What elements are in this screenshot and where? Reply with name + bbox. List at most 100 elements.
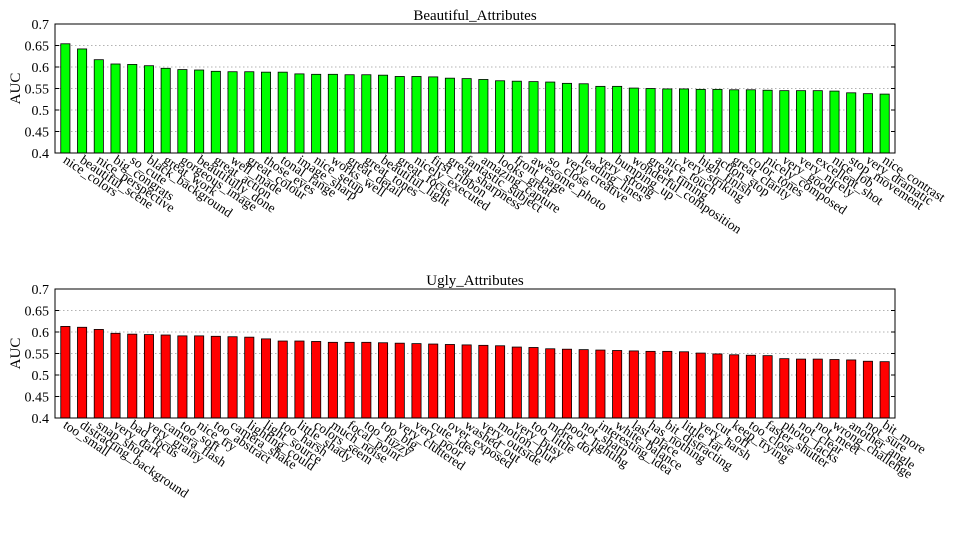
bar-so_cute: [127, 64, 138, 154]
bar-very_grainy: [143, 334, 154, 419]
bar-too_little: [528, 347, 539, 419]
bar-more_dof: [545, 348, 556, 419]
bar-nice_touch: [662, 88, 673, 154]
bar-great_timing: [645, 88, 656, 154]
plot-frame: [54, 288, 896, 419]
bar-light_source: [261, 338, 271, 419]
chart-title: Ugly_Attributes: [426, 273, 524, 289]
bar-stop_movement: [846, 92, 857, 154]
bar-very_creative: [561, 82, 572, 154]
bar-photo_lacks: [779, 358, 790, 419]
bar-very_dark: [110, 332, 121, 419]
y-tick-label: 0.55: [25, 83, 50, 98]
bar-faster_shutter: [762, 355, 773, 419]
y-tick-label: 0.65: [25, 40, 50, 55]
bar-big_congrats: [110, 63, 121, 154]
bar-very_cluttered: [394, 342, 405, 419]
bar-fantastic_subject: [461, 78, 472, 154]
bar-nicely_composed: [762, 89, 773, 154]
bar-looks_great: [495, 80, 506, 154]
y-tick-label: 0.7: [32, 283, 50, 298]
bar-nice_colors: [60, 43, 71, 154]
bar-high_finish: [695, 88, 706, 154]
y-axis-label: AUC: [8, 73, 24, 105]
y-tick-label: 0.4: [32, 147, 50, 162]
bar-very_outside: [478, 344, 489, 419]
bar-nice_try: [194, 335, 205, 419]
bar-very_striking: [679, 88, 689, 154]
bar-great_tones: [361, 74, 372, 154]
bar-last_place: [628, 350, 639, 419]
plot-frame: [54, 23, 896, 154]
y-tick-label: 0.7: [32, 18, 50, 33]
bar-too_close: [745, 354, 756, 419]
bar-bumping_up: [612, 85, 623, 154]
bar-motion_blur: [495, 345, 506, 419]
bar-very_dramatic: [862, 93, 873, 154]
bar-tonal_range: [277, 71, 288, 154]
bar-much_noise: [327, 341, 338, 419]
bar-first_ribbon: [428, 76, 439, 154]
bar-very_poor: [411, 343, 422, 419]
y-tick-label: 0.55: [25, 348, 50, 363]
y-tick-label: 0.65: [25, 305, 50, 320]
bar-camera_shake: [227, 336, 238, 419]
y-tick-label: 0.6: [32, 326, 50, 341]
bar-great_clarity: [729, 89, 740, 154]
bar-too_small: [60, 326, 71, 419]
bar-great_sharpness: [444, 77, 455, 154]
chart-title: Beautiful_Attributes: [413, 8, 536, 24]
bar-very_nicely: [796, 90, 807, 154]
bar-interesting_idea: [595, 349, 606, 419]
bar-great_colour: [244, 71, 255, 154]
bar-lighting_could: [244, 336, 255, 419]
bar-too_soft: [177, 335, 188, 419]
bar-nice_job: [829, 90, 840, 154]
y-tick-label: 0.4: [32, 412, 50, 427]
bar-so_close: [545, 81, 556, 154]
bar-little_shady: [294, 340, 305, 419]
y-axis-label: AUC: [8, 338, 24, 370]
chart-0: Beautiful_Attributes AUC 0.4 0.45 0.5 0.55 0.6…: [8, 8, 948, 237]
bar-nice_setup: [311, 73, 322, 154]
bar-over_exposed: [444, 344, 455, 419]
bar-bit_distracting: [662, 350, 673, 419]
bar-colors_seem: [311, 341, 322, 419]
y-tick-label: 0.45: [25, 391, 50, 406]
bar-black_background: [143, 65, 154, 154]
bar-too_harsh: [277, 340, 288, 419]
bar-little_far: [679, 351, 689, 419]
bar-camera_flash: [160, 334, 171, 419]
bar-very_harsh: [695, 352, 706, 419]
bar-very_strong: [595, 85, 606, 154]
bar-color_tones: [745, 89, 756, 154]
bar-too_fuzzy: [361, 341, 372, 419]
bar-great_work: [160, 67, 171, 154]
bar-excellent_shot: [812, 90, 823, 154]
bar-distracting_background: [77, 326, 88, 419]
y-tick-label: 0.5: [32, 104, 50, 119]
bar-wrong_challenge: [829, 359, 840, 419]
bar-not_clear: [796, 358, 807, 419]
bar-awesome_photo: [528, 81, 539, 154]
bar-bad_focus: [127, 333, 138, 419]
bar-white_balance: [612, 350, 623, 419]
bar-gorgeous_image: [177, 69, 188, 154]
bar-another_angle: [846, 359, 857, 419]
bar-great_detail: [344, 74, 355, 154]
bar-image_sharp: [294, 73, 305, 154]
bar-not_sure: [862, 360, 873, 419]
chart-1: Ugly_Attributes AUC 0.4 0.45 0.5 0.55 0.6 0.65 0…: [8, 273, 929, 501]
bar-not_meet: [812, 358, 823, 419]
bar-beautiful_scene: [77, 48, 88, 154]
bar-great_focus: [394, 76, 405, 154]
bar-beautifully_done: [194, 69, 205, 154]
bar-cute_idea: [428, 343, 439, 419]
bar-amazing_capture: [478, 79, 489, 154]
bar-poor_lighting: [561, 348, 572, 419]
y-tick-label: 0.6: [32, 61, 50, 76]
bar-beautiful_light: [378, 74, 389, 154]
bar-action_stop: [712, 88, 723, 154]
bar-not_sharp: [578, 349, 589, 419]
